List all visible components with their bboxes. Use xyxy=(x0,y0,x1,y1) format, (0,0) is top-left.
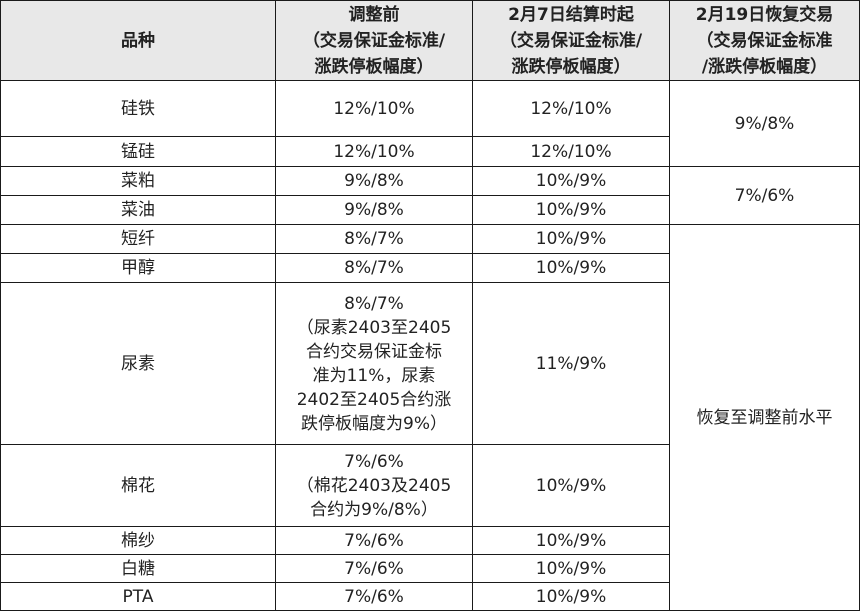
cell-product: 尿素 xyxy=(0,282,276,445)
cell-feb7: 10%/9% xyxy=(472,582,670,611)
cell-before: 9%/8% xyxy=(275,195,473,225)
table-row: 硅铁 12%/10% 12%/10% 9%/8% xyxy=(0,80,860,167)
table-row: 甲醇 8%/7% 10%/9% xyxy=(0,253,860,283)
cell-feb7: 12%/10% xyxy=(472,80,670,137)
cell-product: 白糖 xyxy=(0,554,276,583)
cell-before: 12%/10% xyxy=(275,80,473,137)
table-row: 尿素 8%/7% （尿素2403至2405 合约交易保证金标 准为11%，尿素 … xyxy=(0,282,860,445)
cell-feb7: 11%/9% xyxy=(472,282,670,445)
cell-feb19-merged: 7%/6% xyxy=(669,166,860,225)
cell-before: 9%/8% xyxy=(275,166,473,196)
cell-before: 8%/7% （尿素2403至2405 合约交易保证金标 准为11%，尿素 240… xyxy=(275,282,473,445)
cell-product: 甲醇 xyxy=(0,253,276,283)
cell-product: PTA xyxy=(0,582,276,611)
cell-feb19-merged: 恢复至调整前水平 xyxy=(669,224,860,611)
cell-before: 8%/7% xyxy=(275,253,473,283)
header-feb19: 2月19日恢复交易 （交易保证金标准 /涨跌停板幅度） xyxy=(669,0,860,81)
cell-before: 7%/6% xyxy=(275,554,473,583)
cell-feb7: 12%/10% xyxy=(472,136,670,167)
table-row: 锰硅 12%/10% 12%/10% xyxy=(0,136,860,167)
table-row: 短纤 8%/7% 10%/9% 恢复至调整前水平 xyxy=(0,224,860,611)
table-row: 菜粕 9%/8% 10%/9% 7%/6% xyxy=(0,166,860,225)
header-product: 品种 xyxy=(0,0,276,81)
table-row: PTA 7%/6% 10%/9% xyxy=(0,582,860,611)
cell-before: 7%/6% xyxy=(275,582,473,611)
header-before: 调整前 （交易保证金标准/ 涨跌停板幅度） xyxy=(275,0,473,81)
cell-before: 7%/6% xyxy=(275,526,473,555)
cell-before: 7%/6% （棉花2403及2405 合约为9%/8%） xyxy=(275,444,473,527)
cell-product: 短纤 xyxy=(0,224,276,254)
table-row: 菜油 9%/8% 10%/9% xyxy=(0,195,860,225)
cell-product: 菜粕 xyxy=(0,166,276,196)
table-row: 棉花 7%/6% （棉花2403及2405 合约为9%/8%） 10%/9% xyxy=(0,444,860,527)
cell-feb7: 10%/9% xyxy=(472,224,670,254)
cell-feb19-merged: 9%/8% xyxy=(669,80,860,167)
cell-feb7: 10%/9% xyxy=(472,253,670,283)
cell-product: 菜油 xyxy=(0,195,276,225)
table-header-row: 品种 调整前 （交易保证金标准/ 涨跌停板幅度） 2月7日结算时起 （交易保证金… xyxy=(0,0,860,81)
cell-product: 棉纱 xyxy=(0,526,276,555)
cell-feb7: 10%/9% xyxy=(472,166,670,196)
cell-product: 棉花 xyxy=(0,444,276,527)
cell-feb7: 10%/9% xyxy=(472,444,670,527)
cell-product: 硅铁 xyxy=(0,80,276,137)
header-feb7: 2月7日结算时起 （交易保证金标准/ 涨跌停板幅度） xyxy=(472,0,670,81)
table-row: 棉纱 7%/6% 10%/9% xyxy=(0,526,860,555)
cell-before: 8%/7% xyxy=(275,224,473,254)
cell-before: 12%/10% xyxy=(275,136,473,167)
cell-product: 锰硅 xyxy=(0,136,276,167)
cell-feb7: 10%/9% xyxy=(472,526,670,555)
cell-feb7: 10%/9% xyxy=(472,554,670,583)
cell-feb7: 10%/9% xyxy=(472,195,670,225)
